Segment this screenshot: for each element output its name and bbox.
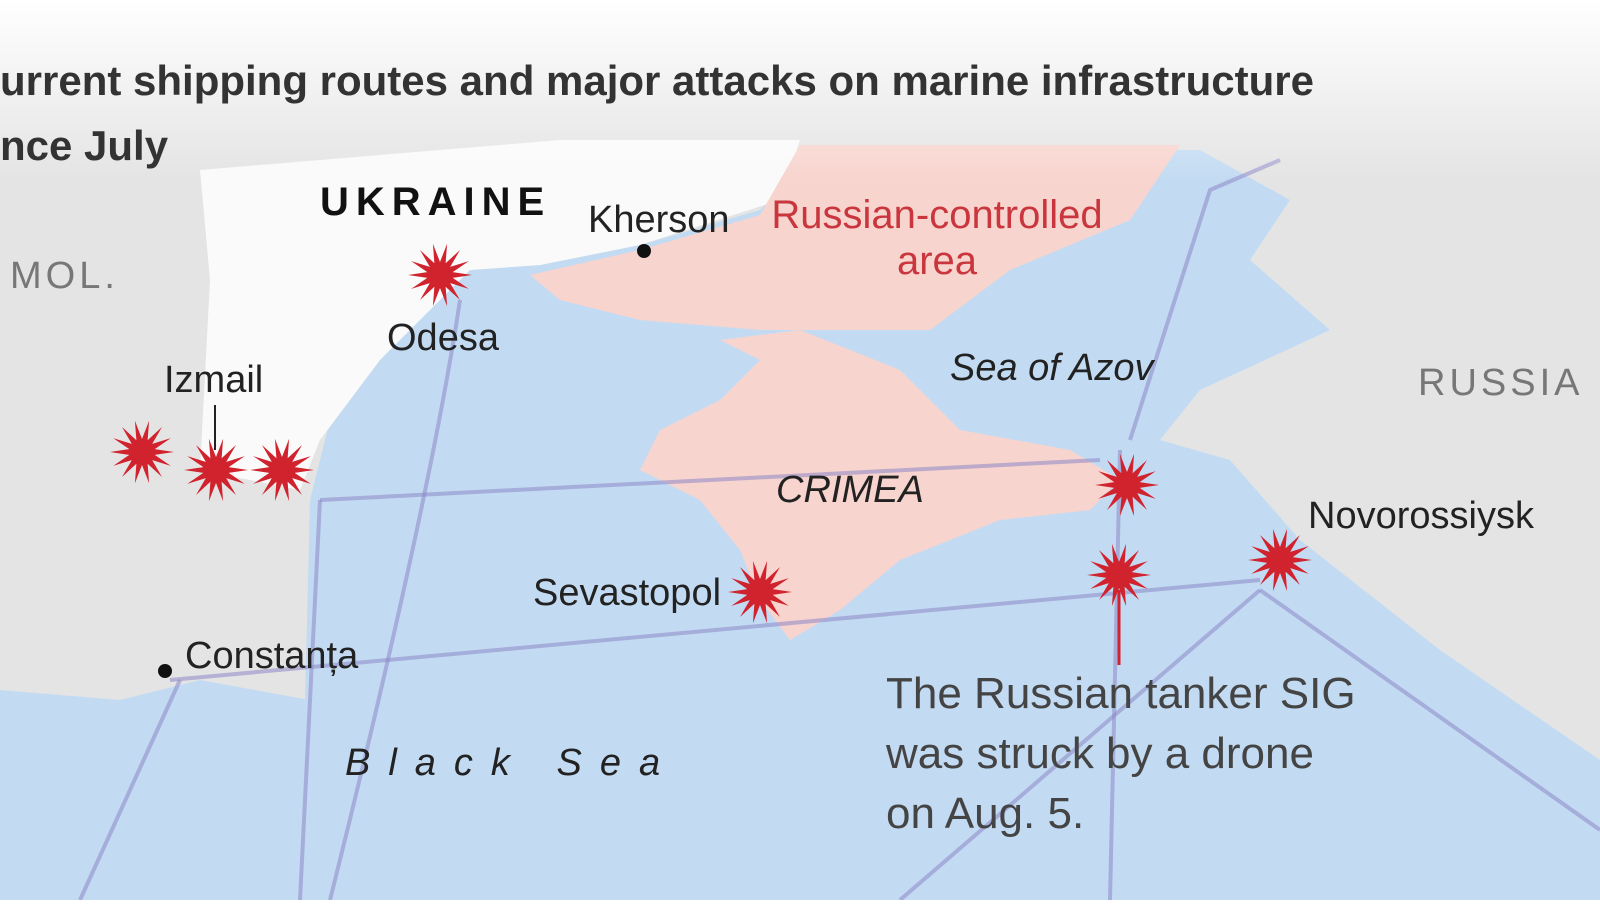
- region-label: CRIMEA: [776, 469, 924, 511]
- attack-markers: [110, 243, 1312, 624]
- annotation: on Aug. 5.: [886, 789, 1084, 838]
- attack-marker: [728, 560, 792, 624]
- region-label: Russian-controlled: [771, 193, 1102, 237]
- attack-marker: [250, 438, 314, 502]
- city-label: Izmail: [164, 359, 263, 401]
- attack-marker: [110, 420, 174, 484]
- city-label: Kherson: [588, 199, 730, 241]
- city-label: Novorossiysk: [1308, 495, 1535, 537]
- attack-marker: [1087, 543, 1151, 607]
- country-label: RUSSIA: [1418, 362, 1583, 404]
- country-label: MOL.: [10, 255, 119, 297]
- title: nce July: [0, 122, 169, 169]
- country-label: UKRAINE: [320, 180, 551, 224]
- attack-marker: [408, 243, 472, 307]
- title: urrent shipping routes and major attacks…: [0, 57, 1314, 104]
- annotation: was struck by a drone: [885, 729, 1314, 778]
- attack-marker: [184, 438, 248, 502]
- city-label: Odesa: [387, 317, 500, 359]
- sea-label: Sea of Azov: [950, 347, 1155, 389]
- region-label: area: [897, 239, 978, 283]
- city-dot: [158, 664, 172, 678]
- city-label: Sevastopol: [533, 572, 721, 614]
- attack-marker: [1095, 453, 1159, 517]
- city-label: Constanța: [185, 635, 359, 677]
- annotation: The Russian tanker SIG: [886, 669, 1356, 718]
- city-dot: [637, 244, 651, 258]
- attack-marker: [1248, 528, 1312, 592]
- sea-label: Black Sea: [345, 742, 678, 784]
